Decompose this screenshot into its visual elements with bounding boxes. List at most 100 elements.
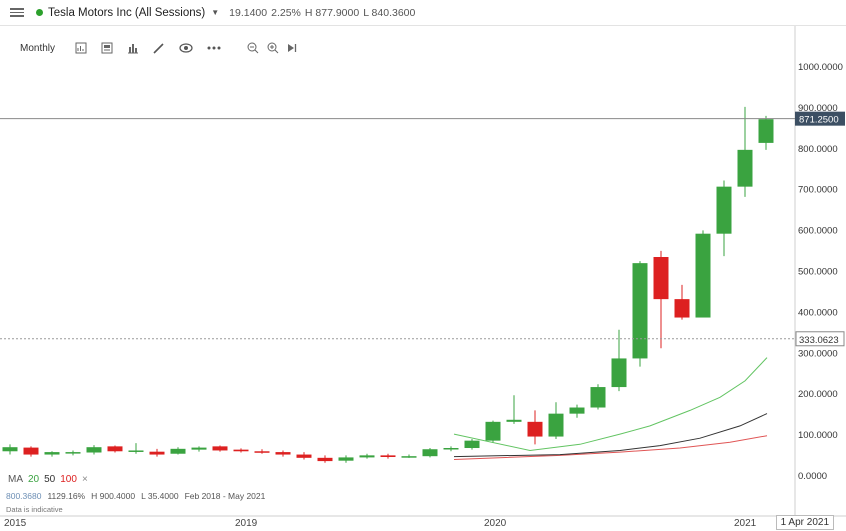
candle-body (233, 449, 249, 452)
zoom-out-icon[interactable] (247, 41, 259, 55)
candle (653, 250, 669, 349)
candle (590, 384, 606, 410)
candle-body (359, 455, 375, 458)
chart-type-icon[interactable] (75, 41, 87, 55)
candle (212, 445, 228, 452)
candle-body (422, 449, 438, 457)
candle-body (149, 451, 165, 455)
candle-body (275, 452, 291, 455)
ma-legend: MA 20 50 100 × (8, 474, 88, 485)
candle-body (485, 421, 501, 441)
menu-icon[interactable] (10, 8, 24, 17)
info-range: Feb 2018 - May 2021 (184, 491, 266, 501)
instrument-name[interactable]: Tesla Motors Inc (All Sessions) (48, 6, 206, 19)
candle (2, 444, 18, 455)
candle (107, 445, 123, 453)
candle (170, 447, 186, 455)
instrument-header: Tesla Motors Inc (All Sessions) ▼ 19.140… (0, 0, 846, 26)
candle (317, 455, 333, 463)
layout-icon[interactable] (101, 41, 113, 55)
moving-averages (453, 357, 768, 460)
candle-body (65, 452, 81, 454)
current-price-label: 871.2500 (799, 115, 839, 126)
candle (86, 445, 102, 455)
reference-price-badge (795, 331, 845, 347)
candle-body (191, 447, 207, 450)
candle-body (695, 233, 711, 318)
candle (758, 115, 774, 150)
candle (149, 448, 165, 457)
crosshair-date: 1 Apr 2021 (775, 515, 834, 530)
candle (296, 452, 312, 460)
draw-icon[interactable] (153, 41, 165, 55)
candle (737, 106, 753, 197)
candle (611, 329, 627, 392)
y-tick-label: 500.0000 (798, 267, 838, 278)
candle (233, 448, 249, 453)
range-info: 800.3680 1129.16% H 900.4000 L 35.4000 F… (6, 491, 265, 501)
candle-body (590, 387, 606, 408)
interval-selector[interactable]: Monthly (20, 42, 56, 54)
candle (695, 230, 711, 318)
scroll-to-latest-icon[interactable] (287, 41, 297, 55)
candle-body (2, 447, 18, 452)
price-chart[interactable]: 0.0000 100.0000 200.0000 300.0000 400.0000 50… (0, 26, 846, 531)
candle-body (548, 413, 564, 437)
ma50-label[interactable]: 50 (44, 474, 56, 485)
candle-body (23, 447, 39, 455)
view-icon[interactable] (179, 41, 193, 55)
candle (422, 448, 438, 458)
candle (569, 404, 585, 418)
ma-label: MA (8, 474, 23, 485)
candle (443, 446, 459, 452)
candle-body (401, 456, 417, 458)
zoom-in-icon[interactable] (267, 41, 279, 55)
candle (275, 450, 291, 457)
info-low: L 35.4000 (141, 491, 179, 501)
candle-body (380, 455, 396, 458)
x-tick-label: 2020 (484, 518, 507, 529)
candle (359, 453, 375, 459)
price-lines: 871.2500 333.0623 (0, 111, 845, 347)
y-tick-label: 300.0000 (798, 348, 838, 359)
candle (44, 451, 60, 457)
x-tick-label: 2015 (4, 518, 27, 529)
instrument-dropdown-icon[interactable]: ▼ (211, 8, 220, 17)
candle (674, 284, 690, 320)
market-open-dot (36, 9, 43, 16)
candle-body (128, 450, 144, 452)
y-tick-label: 700.0000 (798, 185, 838, 196)
price-change: 19.1400 (229, 6, 268, 19)
candle-body (653, 257, 669, 300)
ma100-line (453, 435, 768, 460)
indicators-icon[interactable] (127, 41, 139, 55)
y-tick-label: 1000.0000 (798, 62, 843, 73)
more-options-icon[interactable] (207, 41, 221, 55)
ma20-label[interactable]: 20 (28, 474, 40, 485)
ma20-line (453, 357, 768, 452)
candle (338, 455, 354, 463)
y-tick-label: 100.0000 (798, 430, 838, 441)
info-high: H 900.4000 (91, 491, 136, 501)
candle-body (611, 358, 627, 388)
candle-body (527, 421, 543, 437)
candle-body (44, 452, 60, 455)
time-axis: 2015 2019 2020 2021 (4, 518, 757, 529)
reference-price-label: 333.0623 (799, 335, 839, 346)
candle (716, 180, 732, 257)
candle-body (170, 448, 186, 454)
candle-body (464, 440, 480, 449)
candle-body (338, 457, 354, 461)
y-tick-label: 200.0000 (798, 389, 838, 400)
remove-indicator-icon[interactable]: × (81, 474, 88, 485)
candle (485, 420, 501, 443)
ma50-line (453, 413, 768, 458)
candle (548, 402, 564, 440)
ma100-label[interactable]: 100 (60, 474, 77, 485)
candle (380, 453, 396, 459)
candle (128, 443, 144, 454)
price-axis: 0.0000 100.0000 200.0000 300.0000 400.0000 50… (798, 62, 843, 482)
candle (65, 450, 81, 456)
candle-body (443, 448, 459, 450)
candle (23, 446, 39, 457)
